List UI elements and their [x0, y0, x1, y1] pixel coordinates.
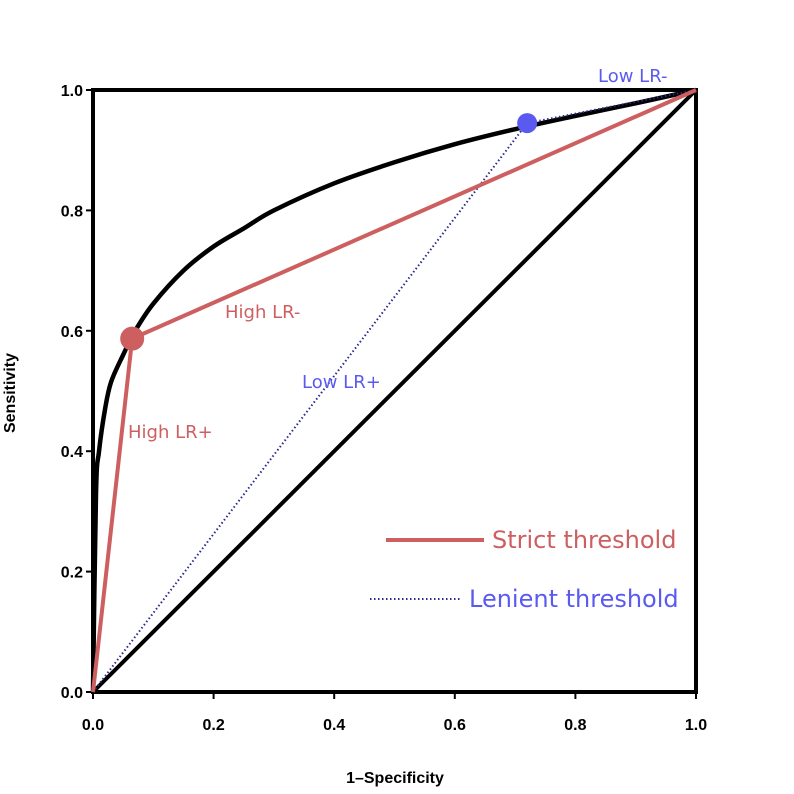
y-tick-label: 0.0: [61, 685, 83, 702]
annotation-low-lr-plus: Low LR+: [302, 372, 381, 393]
roc-curve: [90, 87, 697, 693]
annotation-high-lr-plus: High LR+: [128, 422, 213, 443]
legend-strict-label: Strict threshold: [492, 526, 676, 554]
x-tick-label: 0.8: [564, 717, 586, 734]
x-tick-label: 0.0: [82, 717, 104, 734]
lenient-threshold-point: [517, 113, 538, 134]
strict-threshold-point: [120, 326, 145, 351]
x-tick-label: 0.4: [323, 717, 345, 734]
x-tick-label: 0.6: [444, 717, 466, 734]
x-tick-label: 0.2: [202, 717, 224, 734]
y-tick-label: 0.8: [61, 203, 83, 220]
plot-frame: [91, 88, 698, 694]
legend-lenient-label: Lenient threshold: [469, 585, 679, 613]
legend: Strict threshold Lenient threshold: [370, 526, 679, 613]
y-tick-label: 1.0: [61, 83, 83, 100]
y-tick-label: 0.4: [61, 444, 83, 461]
annotation-high-lr-minus: High LR-: [225, 302, 300, 323]
x-axis-title: 1–Specificity: [346, 770, 444, 787]
y-tick-label: 0.2: [61, 565, 83, 582]
y-axis-title: Sensitivity: [2, 353, 19, 433]
axis-ticks: 0.0 0.2 0.4 0.6 0.8 1.0 0.0 0.2 0.4 0.6 0.8 1.0: [61, 83, 707, 734]
chance-line: [91, 88, 698, 694]
x-tick-label: 1.0: [685, 717, 707, 734]
y-tick-label: 0.6: [61, 324, 83, 341]
annotation-low-lr-minus: Low LR-: [598, 66, 667, 87]
series-layer: [90, 87, 698, 694]
